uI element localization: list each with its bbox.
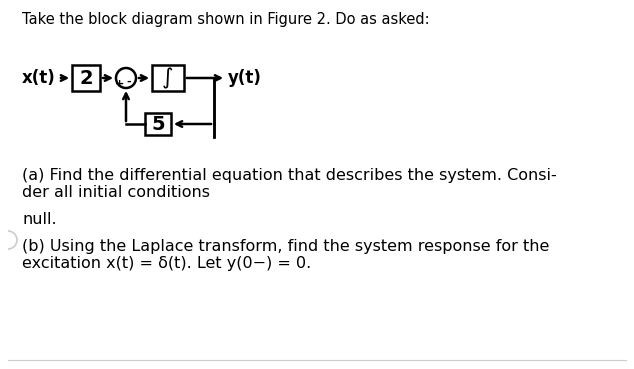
Text: -: - [127,77,131,87]
Text: excitation x(t) = δ(t). Let y(0−) = 0.: excitation x(t) = δ(t). Let y(0−) = 0. [22,256,311,271]
Bar [72,65,100,91]
Text: y(t): y(t) [228,69,262,87]
Text: der all initial conditions: der all initial conditions [22,185,210,200]
Text: (b) Using the Laplace transform, find the system response for the: (b) Using the Laplace transform, find th… [22,239,550,254]
Text: ∫: ∫ [162,68,174,89]
Bar [152,65,184,91]
Text: 5: 5 [151,114,165,134]
Text: +: + [115,79,125,89]
Text: x(t): x(t) [22,69,56,87]
Text: Take the block diagram shown in Figure 2. Do as asked:: Take the block diagram shown in Figure 2… [22,12,430,27]
Text: 2: 2 [79,69,93,87]
Text: (a) Find the differential equation that describes the system. Consi-: (a) Find the differential equation that … [22,168,557,183]
Bar [145,113,171,135]
Text: null.: null. [22,212,56,227]
